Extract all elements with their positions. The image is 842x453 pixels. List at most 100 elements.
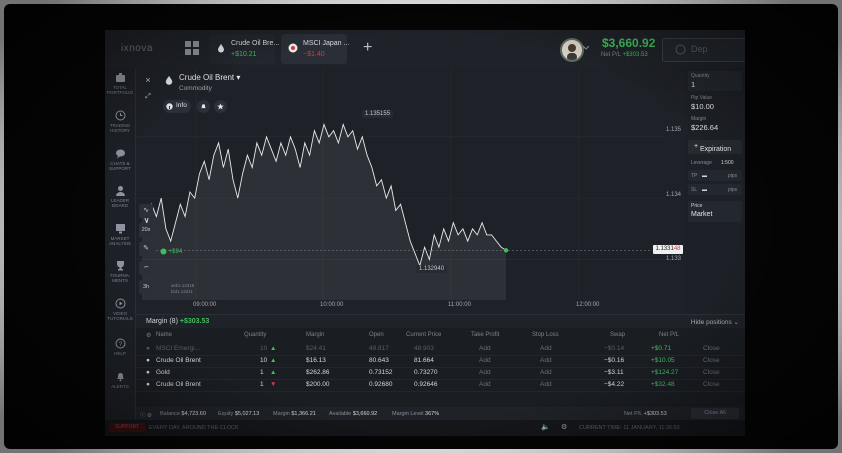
top-bar: ixnova Crude Oil Bre... +$10.21 MSCI Jap… — [105, 30, 745, 69]
position-quantity: 1 — [260, 381, 264, 388]
sidebar-item-tournaments[interactable]: TOURNA-MENTS — [105, 260, 135, 283]
take-profit-add[interactable]: Add — [479, 381, 491, 388]
x-tick-label: 09:00:00 — [193, 302, 217, 308]
price-type-field[interactable]: Price Market — [688, 201, 742, 222]
take-profit-add[interactable]: Add — [479, 345, 491, 352]
account-balance: $3,660.92 — [602, 36, 656, 50]
draw-tool-icon[interactable]: ✎ — [139, 242, 153, 256]
sidebar-item-chats[interactable]: CHATS & SUPPORT — [105, 148, 135, 171]
volume-icon[interactable]: 🔈 — [541, 424, 550, 431]
sidebar-item-leaderboard[interactable]: LEADER BOARD — [105, 185, 135, 208]
close-position-button[interactable]: Close — [703, 357, 720, 364]
asset-tab-1[interactable]: Crude Oil Bre... +$10.21 — [209, 34, 279, 64]
close-all-button[interactable]: Close All — [691, 408, 739, 419]
position-marker[interactable]: +$94 — [160, 248, 182, 255]
user-icon — [115, 186, 125, 196]
positions-panel: Margin (8) +$303.53 Hide positions ⌄ ⚙ N… — [136, 314, 745, 421]
close-chart-icon[interactable]: × — [145, 75, 151, 85]
margin-positions-tab[interactable]: Margin (8) +$303.53 — [146, 318, 210, 325]
timeframe-button[interactable]: 20s — [139, 223, 153, 237]
net-pl-header: Net P/L +$303.53 — [601, 52, 648, 58]
chart-type-icon[interactable]: ∽ — [139, 261, 153, 275]
clock-icon — [115, 110, 125, 121]
asset-icon: ● — [146, 369, 150, 376]
info-icon — [166, 103, 173, 110]
trophy-icon — [116, 261, 124, 271]
position-swap: −$3.11 — [604, 369, 624, 376]
current-time: CURRENT TIME: 11 JANUARY, 11:26:53 — [579, 425, 680, 431]
stop-loss-add[interactable]: Add — [540, 345, 552, 352]
chevron-down-icon[interactable] — [583, 46, 589, 50]
stop-loss-add[interactable]: Add — [540, 369, 552, 376]
position-open: 80.643 — [369, 357, 389, 364]
sidebar-item-alerts[interactable]: ALERTS — [105, 371, 135, 389]
info-button[interactable]: Info — [163, 100, 191, 113]
position-current: 0.73270 — [414, 369, 438, 376]
asset-tab-2[interactable]: MSCI Japan ... −$1.40 — [281, 34, 350, 64]
leverage-label: Leverage — [691, 160, 712, 166]
info-icon[interactable]: ⓘ ⚙ — [140, 413, 152, 419]
stop-loss-field[interactable]: SL ▬ pips — [688, 184, 742, 195]
quantity-field[interactable]: Quantity 1 — [688, 71, 742, 91]
alert-button[interactable] — [197, 100, 210, 113]
bottom-bar: SUPPORT EVERY DAY, AROUND THE CLOCK 🔈 ⚙ … — [105, 420, 745, 436]
asset-selector[interactable]: Crude Oil Brent ▾ — [179, 73, 241, 82]
position-swap: −$4.22 — [604, 381, 625, 388]
close-position-button[interactable]: Close — [703, 369, 720, 376]
question-icon: ? — [115, 338, 125, 349]
asset-tab-value: −$1.40 — [303, 51, 325, 58]
position-name: Crude Oil Brent — [156, 357, 201, 364]
position-pl: +$10.05 — [651, 357, 675, 364]
hide-positions-button[interactable]: Hide positions ⌄ — [690, 319, 739, 326]
indicators-icon[interactable]: ∿ — [139, 204, 153, 218]
position-quantity: 10 — [260, 345, 268, 352]
wallet-icon — [675, 44, 686, 55]
arrow-up-icon: ▲ — [270, 369, 277, 376]
play-icon — [115, 298, 125, 309]
position-margin: $24.41 — [306, 345, 326, 352]
stop-loss-add[interactable]: Add — [540, 381, 552, 388]
sidebar-item-portfolio[interactable]: TOTAL PORTFOLIO — [105, 72, 135, 95]
settings-icon[interactable]: ⚙ — [146, 333, 152, 339]
drop-icon — [218, 44, 224, 53]
add-tab-button[interactable]: + — [363, 39, 373, 56]
current-price-tag: 1.133148 — [653, 245, 683, 254]
take-profit-add[interactable]: Add — [479, 369, 491, 376]
sidebar-item-analysis[interactable]: MARKET ANALYSIS — [105, 223, 135, 246]
chart-range-button[interactable]: 3h — [139, 280, 153, 294]
trading-app: ixnova Crude Oil Bre... +$10.21 MSCI Jap… — [105, 30, 745, 436]
favorite-button[interactable] — [214, 100, 227, 113]
take-profit-add[interactable]: Add — [479, 357, 491, 364]
margin-value: $226.64 — [691, 123, 719, 132]
table-row[interactable]: ● Crude Oil Brent 1 ▼ $200.00 0.92680 0.92646 A… — [136, 379, 745, 392]
close-position-button[interactable]: Close — [703, 345, 720, 352]
slogan: EVERY DAY, AROUND THE CLOCK — [149, 425, 239, 431]
position-pl: +$124.27 — [651, 369, 679, 376]
position-current: 0.92646 — [414, 381, 438, 388]
arrow-down-icon: ▼ — [270, 381, 277, 388]
gear-icon[interactable]: ⚙ — [561, 424, 568, 431]
order-panel: Quantity 1 Pip Value $10.00 Margin $226.… — [685, 68, 745, 314]
sidebar-item-history[interactable]: TRADING HISTORY — [105, 110, 135, 133]
stop-loss-add[interactable]: Add — [540, 357, 552, 364]
left-sidebar: TOTAL PORTFOLIO TRADING HISTORY CHATS & … — [105, 68, 136, 420]
position-quantity: 1 — [260, 369, 264, 376]
sidebar-item-help[interactable]: ? HELP — [105, 338, 135, 356]
asset-tab-value: +$10.21 — [231, 51, 257, 58]
y-tick-label: 1.133 — [666, 256, 682, 262]
avatar[interactable] — [560, 38, 584, 62]
expiration-button[interactable]: + Expiration — [688, 140, 742, 154]
grid-menu-icon[interactable] — [185, 41, 199, 55]
position-margin: $200.00 — [306, 381, 330, 388]
support-button[interactable]: SUPPORT — [109, 423, 145, 432]
briefcase-icon — [115, 73, 125, 82]
deposit-button[interactable]: Dep — [662, 38, 745, 62]
close-position-button[interactable]: Close — [703, 381, 720, 388]
bell-icon — [201, 104, 206, 109]
margin-label: Margin — [691, 116, 707, 122]
expand-icon[interactable]: ⤢ — [145, 93, 151, 100]
take-profit-field[interactable]: TP ▬ pips — [688, 170, 742, 181]
arrow-up-icon: ▲ — [270, 345, 277, 352]
asset-tab-name: MSCI Japan ... — [303, 40, 350, 47]
sidebar-item-tutorials[interactable]: VIDEO TUTORIALS — [105, 298, 135, 321]
